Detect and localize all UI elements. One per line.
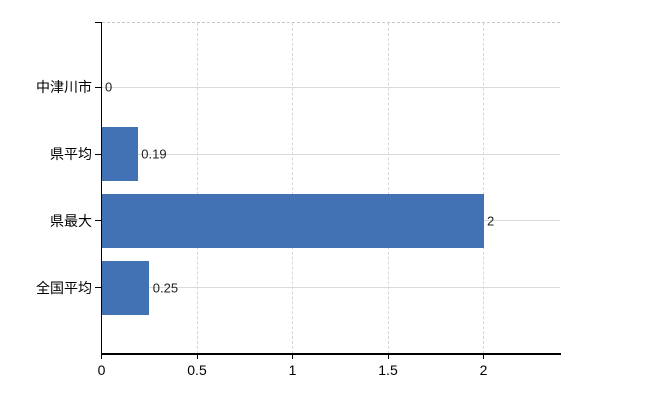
x-tick-label: 0 [97, 362, 106, 378]
bar [101, 127, 138, 182]
x-tick [387, 354, 389, 359]
bar [101, 193, 484, 248]
x-tick [101, 354, 102, 359]
x-axis-line [101, 353, 561, 355]
y-tick [94, 287, 101, 289]
v-gridline [483, 22, 484, 354]
x-tick [196, 354, 198, 359]
category-label: 全国平均 [36, 279, 92, 296]
plot-top-border [101, 21, 560, 23]
x-tick [483, 354, 484, 359]
value-label: 0.19 [141, 146, 167, 162]
v-gridline [292, 22, 293, 354]
category-label: 県最大 [50, 212, 92, 229]
y-tick [94, 220, 101, 222]
category-label: 県平均 [50, 146, 92, 163]
h-gridline [101, 287, 560, 289]
y-axis-line [100, 21, 102, 358]
x-tick-label: 2 [479, 362, 488, 378]
v-gridline [196, 22, 198, 354]
y-tick [94, 153, 101, 155]
value-label: 0.25 [152, 280, 179, 296]
bar [101, 260, 150, 315]
value-label: 0 [105, 79, 113, 95]
v-gridline [387, 22, 389, 354]
y-axis-top-tick [94, 21, 101, 23]
x-tick-label: 1 [288, 362, 297, 378]
x-tick [292, 354, 293, 359]
y-tick [94, 86, 101, 88]
h-gridline [101, 86, 560, 88]
h-gridline [101, 153, 560, 155]
value-label: 2 [487, 213, 495, 229]
x-tick-label: 1.5 [378, 362, 398, 378]
x-tick-label: 0.5 [187, 362, 207, 378]
category-label: 中津川市 [36, 79, 92, 96]
